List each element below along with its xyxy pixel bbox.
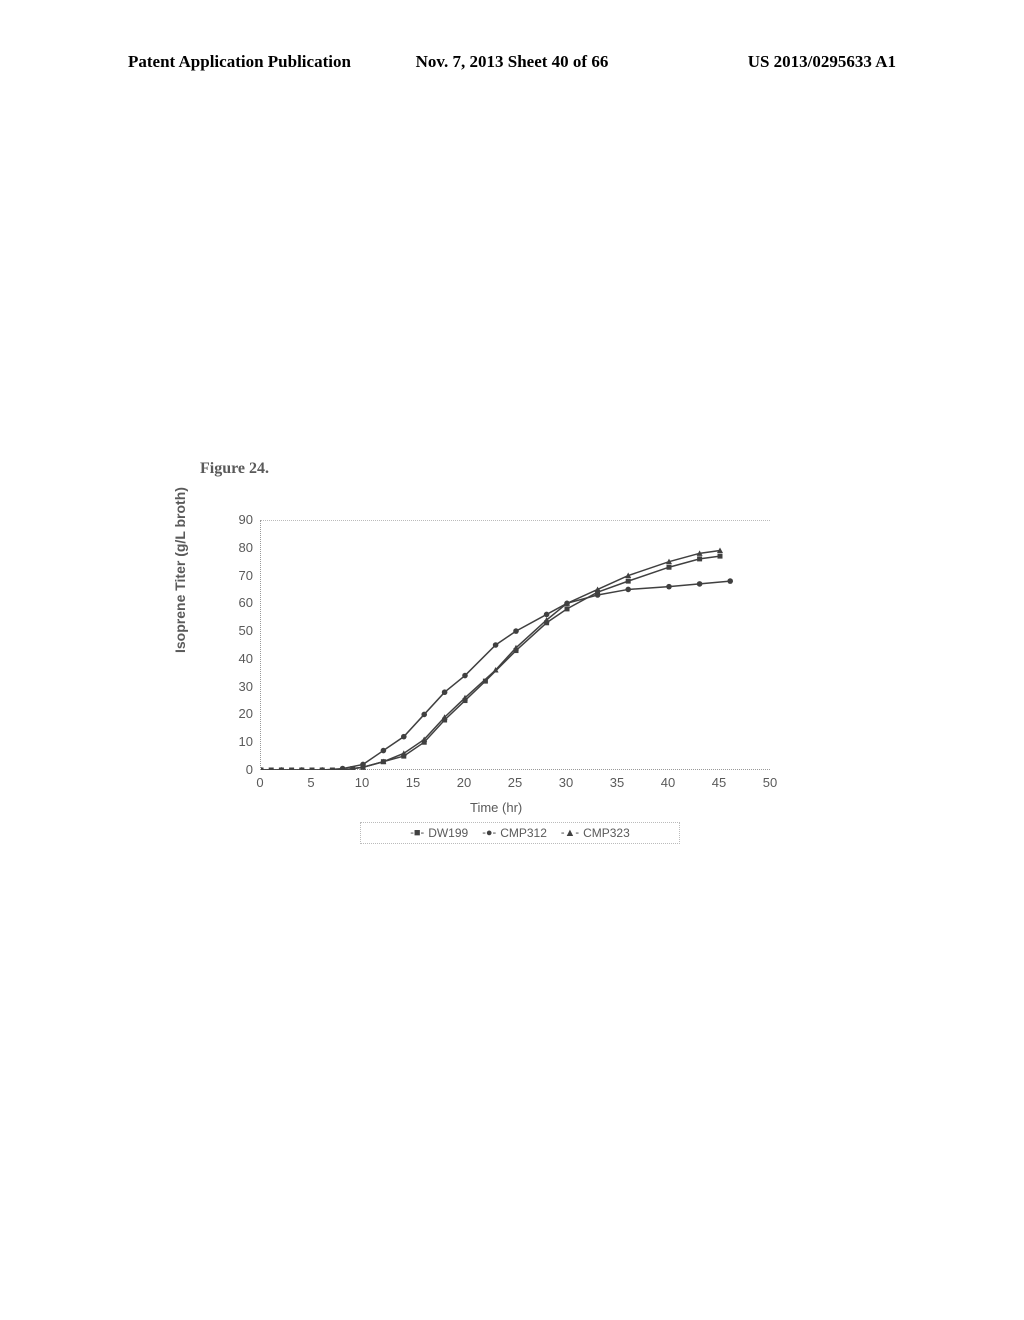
- chart-svg: [261, 520, 771, 770]
- x-tick-label: 30: [556, 775, 576, 790]
- x-tick-label: 45: [709, 775, 729, 790]
- legend-box: -■- DW199 -●- CMP312 -▲- CMP323: [360, 822, 680, 844]
- y-tick-label: 90: [228, 512, 253, 527]
- legend-marker-circle-icon: -●-: [482, 827, 496, 839]
- y-tick-label: 80: [228, 540, 253, 555]
- header-date-sheet: Nov. 7, 2013 Sheet 40 of 66: [384, 52, 640, 72]
- legend-label: DW199: [428, 826, 468, 840]
- legend-item-cmp312: -●- CMP312: [482, 826, 547, 840]
- x-tick-label: 25: [505, 775, 525, 790]
- page-header: Patent Application Publication Nov. 7, 2…: [0, 52, 1024, 72]
- x-tick-label: 10: [352, 775, 372, 790]
- legend-label: CMP312: [500, 826, 547, 840]
- header-publication-type: Patent Application Publication: [128, 52, 384, 72]
- y-tick-label: 60: [228, 595, 253, 610]
- y-tick-label: 40: [228, 651, 253, 666]
- x-tick-label: 15: [403, 775, 423, 790]
- x-tick-label: 40: [658, 775, 678, 790]
- legend-marker-triangle-icon: -▲-: [561, 827, 579, 839]
- y-tick-label: 50: [228, 623, 253, 638]
- y-tick-label: 70: [228, 568, 253, 583]
- x-tick-label: 50: [760, 775, 780, 790]
- chart-container: Isoprene Titer (g/L broth) Time (hr) 010…: [190, 510, 805, 850]
- legend-marker-square-icon: -■-: [410, 827, 424, 839]
- y-axis-label: Isoprene Titer (g/L broth): [172, 487, 188, 653]
- header-patent-number: US 2013/0295633 A1: [640, 52, 896, 72]
- figure-label: Figure 24.: [200, 460, 269, 478]
- x-axis-label: Time (hr): [470, 800, 522, 815]
- y-tick-label: 20: [228, 706, 253, 721]
- x-tick-label: 35: [607, 775, 627, 790]
- legend-label: CMP323: [583, 826, 630, 840]
- x-tick-label: 0: [250, 775, 270, 790]
- legend-item-cmp323: -▲- CMP323: [561, 826, 630, 840]
- plot-area: [260, 520, 770, 770]
- y-tick-label: 10: [228, 734, 253, 749]
- x-tick-label: 20: [454, 775, 474, 790]
- y-tick-label: 30: [228, 679, 253, 694]
- legend-item-dw199: -■- DW199: [410, 826, 468, 840]
- x-tick-label: 5: [301, 775, 321, 790]
